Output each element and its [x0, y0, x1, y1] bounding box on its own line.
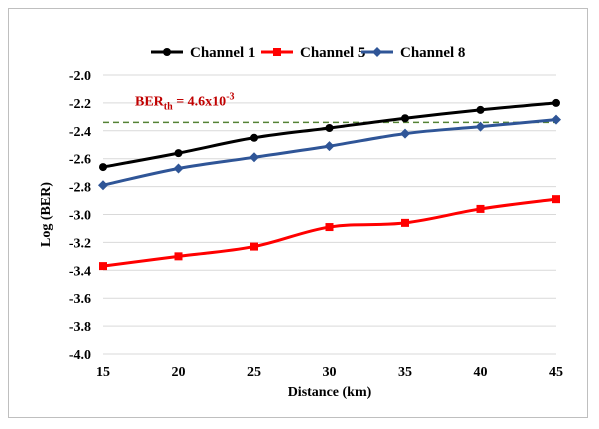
legend-label-channel-8: Channel 8 [400, 45, 465, 61]
y-tick-label: -2.4 [69, 125, 91, 140]
data-point-channel-1 [552, 98, 560, 107]
data-point-channel-1 [476, 105, 485, 114]
data-point-channel-5 [174, 252, 183, 261]
x-tick-label: 20 [172, 365, 186, 380]
y-tick-label: -3.8 [69, 320, 91, 335]
data-point-channel-8 [475, 121, 486, 132]
series-line-channel-1 [102, 101, 557, 169]
y-tick-label: -3.2 [69, 236, 91, 251]
data-point-channel-5 [401, 218, 409, 227]
legend-label-channel-5: Channel 5 [300, 45, 365, 61]
series-channel-8 [98, 114, 561, 191]
data-point-channel-1 [99, 163, 107, 172]
legend: Channel 1 Channel 5 Channel 8 [151, 45, 465, 61]
y-tick-label: -2.0 [69, 69, 91, 84]
data-point-channel-1 [401, 114, 409, 123]
data-point-channel-8 [324, 141, 335, 152]
x-tick-label: 45 [549, 365, 563, 380]
tick-labels: -2.0 -2.2 -2.4 -2.6 -2.8 -3.0 -3.2 -3.4 -3.6 -3.8… [69, 69, 563, 380]
y-tick-label: -2.6 [69, 153, 91, 168]
data-point-channel-5 [325, 223, 334, 232]
data-point-channel-5 [552, 195, 560, 204]
data-point-channel-8 [249, 152, 259, 163]
threshold-label-sub: th [164, 101, 173, 112]
series-line-channel-5 [102, 197, 557, 268]
data-point-channel-8 [173, 163, 184, 174]
y-axis-title: Log (BER) [39, 182, 54, 247]
data-point-channel-1 [174, 149, 183, 158]
data-point-channel-5 [476, 204, 485, 213]
data-point-channel-1 [250, 133, 258, 142]
legend-marker-channel-1 [163, 48, 171, 56]
x-tick-label: 25 [247, 365, 261, 380]
series-channel-5 [99, 195, 560, 271]
x-axis-title: Distance (km) [288, 385, 372, 400]
data-point-channel-1 [325, 124, 334, 133]
legend-marker-channel-8 [372, 47, 382, 57]
threshold-label-sup: -3 [226, 91, 234, 102]
y-tick-label: -3.4 [69, 264, 91, 279]
data-point-channel-8 [400, 128, 410, 139]
y-tick-label: -4.0 [69, 348, 91, 363]
data-point-channel-8 [98, 180, 108, 191]
threshold-label-rest: = 4.6x10 [173, 94, 226, 109]
series-channel-1 [99, 98, 560, 172]
x-tick-label: 35 [398, 365, 412, 380]
x-tick-label: 40 [474, 365, 488, 380]
threshold-label-main: BER [135, 94, 165, 109]
chart-frame [8, 8, 588, 418]
grid-lines [103, 74, 556, 355]
data-point-channel-8 [551, 114, 561, 125]
legend-label-channel-1: Channel 1 [190, 45, 255, 61]
y-tick-label: -3.6 [69, 292, 91, 307]
threshold-label: BERth = 4.6x10-3 [135, 91, 235, 112]
y-tick-label: -2.8 [69, 181, 91, 196]
data-point-channel-5 [99, 262, 107, 271]
series-layer [98, 98, 561, 271]
y-tick-label: -3.0 [69, 209, 91, 224]
legend-marker-channel-5 [273, 48, 281, 56]
x-tick-label: 15 [96, 365, 110, 380]
x-tick-label: 30 [323, 365, 337, 380]
y-tick-label: -2.2 [69, 97, 91, 112]
data-point-channel-5 [250, 242, 258, 251]
